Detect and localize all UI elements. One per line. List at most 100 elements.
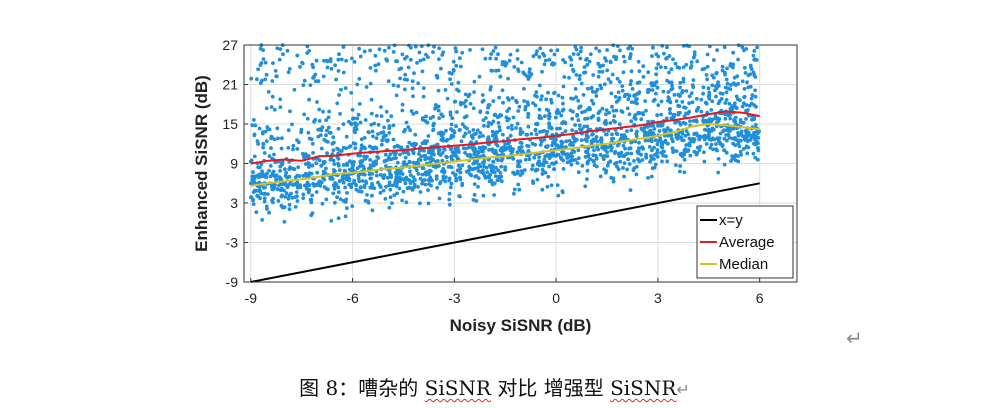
scatter-point: [511, 171, 516, 175]
scatter-point: [261, 141, 266, 146]
scatter-point: [263, 60, 268, 65]
scatter-point: [448, 113, 453, 117]
scatter-point: [273, 69, 278, 73]
scatter-point: [436, 88, 441, 93]
caption-return-icon: ↵: [676, 380, 690, 399]
scatter-point: [374, 136, 379, 141]
scatter-point: [427, 156, 432, 161]
scatter-point: [632, 94, 637, 98]
scatter-point: [543, 154, 548, 159]
scatter-point: [683, 106, 688, 110]
scatter-point: [336, 185, 341, 190]
scatter-point: [337, 52, 341, 57]
scatter-point: [472, 90, 476, 94]
scatter-point: [634, 134, 639, 139]
scatter-point: [636, 146, 641, 151]
scatter-point: [678, 85, 682, 90]
scatter-point: [585, 86, 590, 91]
scatter-point: [535, 177, 540, 182]
scatter-point: [560, 190, 565, 195]
scatter-point: [400, 172, 405, 176]
scatter-point: [614, 108, 619, 113]
scatter-point: [543, 170, 548, 175]
scatter-point: [269, 136, 273, 141]
scatter-point: [391, 50, 396, 54]
scatter-point: [575, 114, 579, 118]
scatter-point: [310, 62, 315, 67]
scatter-point: [301, 196, 306, 201]
scatter-point: [395, 160, 400, 165]
scatter-point: [463, 131, 468, 136]
scatter-point: [655, 113, 659, 118]
scatter-point: [700, 67, 705, 72]
scatter-point: [625, 92, 630, 97]
scatter-point: [262, 151, 267, 155]
scatter-point: [615, 164, 619, 169]
scatter-point: [509, 123, 514, 128]
scatter-point: [527, 67, 532, 72]
scatter-point: [385, 158, 389, 163]
scatter-point: [283, 167, 287, 172]
scatter-point: [404, 120, 409, 125]
scatter-point: [353, 182, 358, 187]
scatter-point: [596, 111, 601, 115]
scatter-point: [629, 100, 634, 104]
scatter-point: [336, 216, 341, 221]
scatter-point: [553, 138, 557, 142]
scatter-point: [337, 168, 342, 173]
scatter-point: [594, 164, 599, 169]
scatter-points: [248, 43, 761, 224]
scatter-point: [336, 57, 341, 62]
scatter-point: [449, 82, 454, 86]
scatter-point: [420, 69, 425, 74]
scatter-point: [355, 82, 360, 87]
scatter-point: [341, 180, 346, 185]
scatter-point: [736, 133, 741, 138]
scatter-point: [662, 51, 666, 56]
scatter-point: [650, 148, 654, 153]
scatter-point: [580, 164, 585, 168]
scatter-point: [665, 45, 669, 50]
scatter-point: [379, 142, 384, 147]
scatter-point: [286, 146, 291, 150]
scatter-point: [585, 124, 590, 129]
scatter-point: [404, 175, 409, 180]
scatter-point: [671, 57, 675, 62]
scatter-point: [380, 138, 385, 143]
scatter-point: [279, 203, 284, 208]
scatter-point: [359, 146, 364, 151]
scatter-point: [418, 158, 423, 163]
scatter-point: [329, 219, 334, 223]
scatter-point: [477, 74, 482, 79]
scatter-point: [341, 122, 346, 126]
scatter-point: [324, 197, 329, 202]
scatter-point: [332, 162, 337, 167]
scatter-point: [594, 156, 599, 161]
scatter-point: [271, 187, 275, 192]
scatter-point: [503, 165, 507, 170]
scatter-point: [378, 185, 383, 190]
scatter-point: [289, 191, 293, 196]
scatter-point: [257, 126, 262, 131]
scatter-point: [463, 150, 467, 155]
scatter-point: [622, 94, 627, 99]
scatter-point: [491, 99, 496, 103]
scatter-point: [343, 86, 348, 90]
scatter-point: [441, 114, 445, 119]
scatter-point: [384, 57, 389, 62]
series-line-x-equals-y: [250, 182, 760, 283]
scatter-point: [574, 95, 578, 100]
scatter-point: [537, 107, 542, 112]
scatter-point: [583, 184, 588, 189]
scatter-point: [333, 200, 337, 205]
scatter-point: [421, 57, 426, 62]
scatter-point: [498, 74, 503, 79]
scatter-point: [665, 159, 670, 164]
scatter-point: [286, 196, 291, 201]
scatter-point: [512, 191, 516, 196]
scatter-point: [683, 133, 688, 138]
scatter-point: [361, 164, 366, 169]
scatter-point: [293, 175, 298, 180]
scatter-point: [300, 151, 305, 156]
scatter-point: [413, 132, 418, 137]
